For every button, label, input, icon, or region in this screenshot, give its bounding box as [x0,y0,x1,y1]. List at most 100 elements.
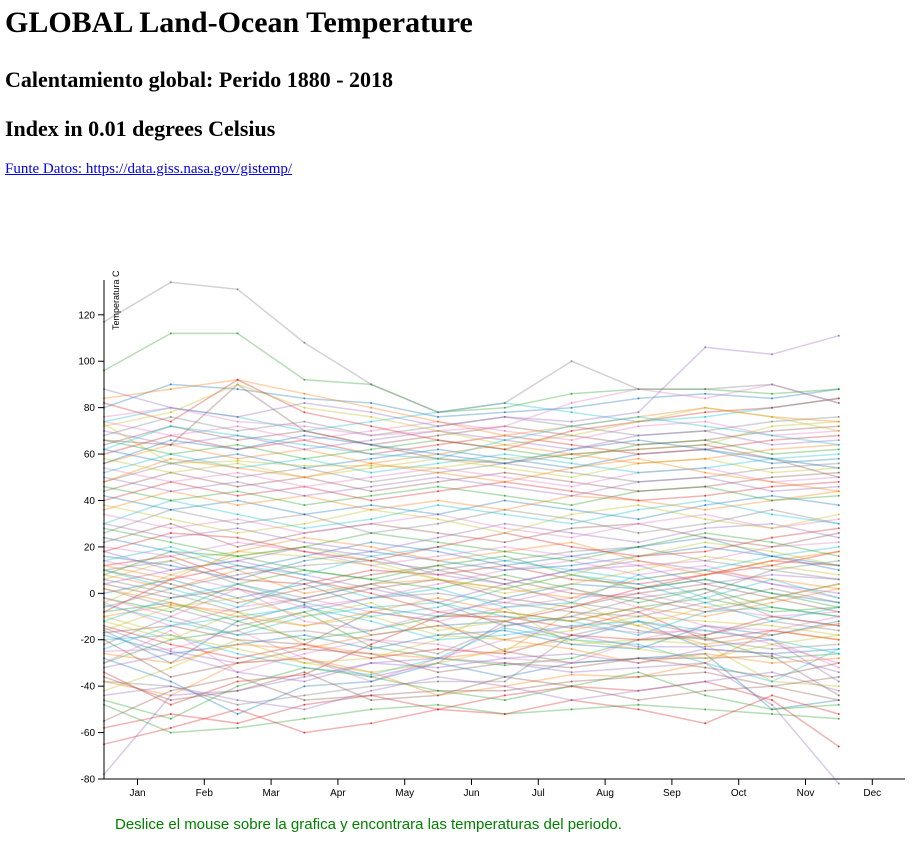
series-line[interactable] [103,671,839,722]
data-point[interactable] [303,629,306,632]
data-point[interactable] [503,592,506,595]
data-point[interactable] [503,522,506,525]
data-point[interactable] [771,490,773,493]
data-point[interactable] [570,392,573,395]
data-point[interactable] [169,610,172,613]
data-point[interactable] [771,513,773,516]
data-point[interactable] [169,689,172,692]
data-point[interactable] [704,425,707,428]
data-point[interactable] [704,541,707,544]
data-point[interactable] [370,485,373,488]
data-point[interactable] [837,420,840,423]
series-line[interactable] [103,625,840,683]
data-point[interactable] [303,443,306,446]
data-point[interactable] [771,573,773,576]
data-point[interactable] [837,782,840,785]
data-point[interactable] [169,420,172,423]
data-point[interactable] [236,453,239,456]
data-point[interactable] [236,587,239,590]
data-point[interactable] [236,439,239,442]
data-point[interactable] [637,462,640,465]
data-point[interactable] [637,620,640,623]
series-line[interactable] [103,703,839,734]
data-point[interactable] [637,480,640,483]
data-point[interactable] [437,415,439,418]
data-point[interactable] [704,671,707,674]
data-point[interactable] [437,429,439,432]
data-point[interactable] [837,652,840,655]
data-point[interactable] [704,448,707,451]
series-line[interactable] [103,430,839,451]
data-point[interactable] [637,545,640,548]
data-point[interactable] [169,559,172,562]
data-point[interactable] [704,518,707,521]
data-point[interactable] [236,652,239,655]
data-point[interactable] [503,559,506,562]
data-point[interactable] [437,480,439,483]
data-point[interactable] [370,480,373,483]
data-point[interactable] [704,645,707,648]
data-point[interactable] [370,634,373,637]
data-point[interactable] [437,583,439,585]
data-point[interactable] [236,624,239,627]
data-point[interactable] [503,453,506,456]
data-point[interactable] [236,675,239,678]
data-point[interactable] [503,652,506,655]
data-point[interactable] [704,564,707,567]
data-point[interactable] [303,532,306,534]
data-point[interactable] [771,522,773,525]
data-point[interactable] [837,694,840,697]
series-line[interactable] [103,420,839,469]
data-point[interactable] [570,573,573,576]
data-point[interactable] [570,615,573,618]
series-line[interactable] [103,671,839,701]
data-point[interactable] [704,578,707,581]
data-point[interactable] [704,634,707,637]
data-point[interactable] [169,583,172,585]
data-point[interactable] [503,476,506,479]
series-line[interactable] [103,601,839,636]
series-line[interactable] [103,604,839,664]
data-point[interactable] [169,685,172,688]
data-point[interactable] [169,597,172,599]
data-point[interactable] [303,420,306,423]
data-point[interactable] [437,522,439,525]
data-point[interactable] [437,587,439,590]
data-point[interactable] [570,652,573,655]
series-line[interactable] [103,597,839,641]
series-line[interactable] [103,625,839,664]
data-point[interactable] [704,397,707,400]
data-point[interactable] [303,606,306,609]
data-point[interactable] [771,708,773,711]
data-point[interactable] [570,527,573,530]
data-point[interactable] [370,629,373,632]
data-point[interactable] [303,425,306,428]
data-point[interactable] [771,606,773,609]
data-point[interactable] [370,648,373,650]
data-point[interactable] [771,648,773,650]
data-point[interactable] [704,638,707,641]
data-point[interactable] [704,439,707,442]
series-line[interactable] [103,281,840,414]
data-point[interactable] [370,699,373,702]
data-point[interactable] [437,443,439,446]
data-point[interactable] [303,578,306,581]
data-point[interactable] [771,559,773,562]
data-point[interactable] [370,471,373,474]
series-line[interactable] [103,606,839,655]
data-point[interactable] [169,518,172,521]
data-point[interactable] [503,550,506,553]
data-point[interactable] [503,627,506,630]
data-point[interactable] [637,453,640,456]
data-point[interactable] [637,615,640,618]
data-point[interactable] [771,680,773,683]
data-point[interactable] [637,583,640,585]
data-point[interactable] [303,397,306,400]
data-point[interactable] [637,638,640,641]
data-point[interactable] [771,415,773,418]
data-point[interactable] [169,713,172,715]
data-point[interactable] [570,471,573,474]
data-point[interactable] [837,713,840,715]
series-line[interactable] [103,476,839,497]
data-point[interactable] [503,485,506,488]
